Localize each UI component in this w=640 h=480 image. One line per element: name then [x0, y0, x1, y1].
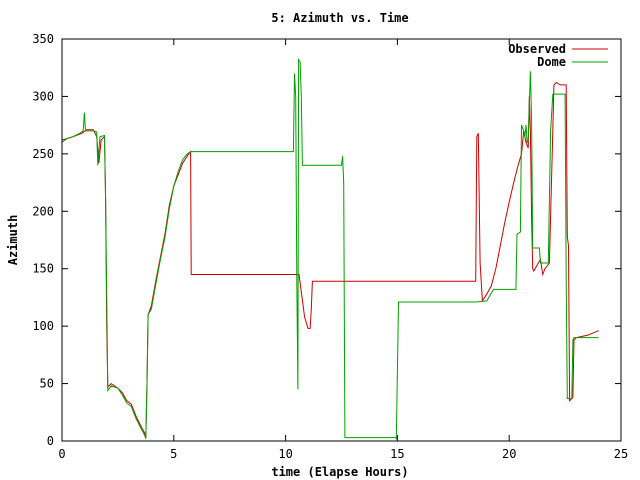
y-tick-label: 100	[32, 319, 54, 333]
x-tick-label: 10	[278, 447, 292, 461]
y-tick-label: 350	[32, 32, 54, 46]
legend-label-observed: Observed	[508, 42, 566, 56]
series-layer	[61, 58, 599, 440]
y-tick-label: 250	[32, 147, 54, 161]
series-line-dome	[61, 58, 599, 440]
y-tick-label: 50	[40, 377, 54, 391]
x-tick-label: 25	[614, 447, 628, 461]
y-tick-label: 0	[47, 434, 54, 448]
chart-title: 5: Azimuth vs. Time	[271, 11, 408, 25]
y-tick-label: 150	[32, 262, 54, 276]
y-axis-label: Azimuth	[6, 215, 20, 266]
x-tick-label: 0	[58, 447, 65, 461]
x-tick-label: 5	[170, 447, 177, 461]
y-tick-label: 300	[32, 89, 54, 103]
x-axis-label: time (Elapse Hours)	[271, 465, 408, 479]
series-line-observed	[61, 81, 599, 438]
legend-label-dome: Dome	[537, 55, 566, 69]
x-tick-label: 20	[502, 447, 516, 461]
x-tick-label: 15	[390, 447, 404, 461]
plot-frame	[61, 38, 622, 442]
y-tick-label: 200	[32, 204, 54, 218]
